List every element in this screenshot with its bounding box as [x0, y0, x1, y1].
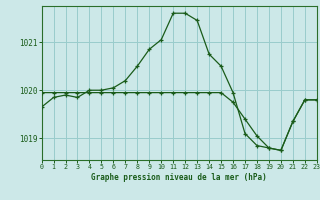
X-axis label: Graphe pression niveau de la mer (hPa): Graphe pression niveau de la mer (hPa) — [91, 173, 267, 182]
